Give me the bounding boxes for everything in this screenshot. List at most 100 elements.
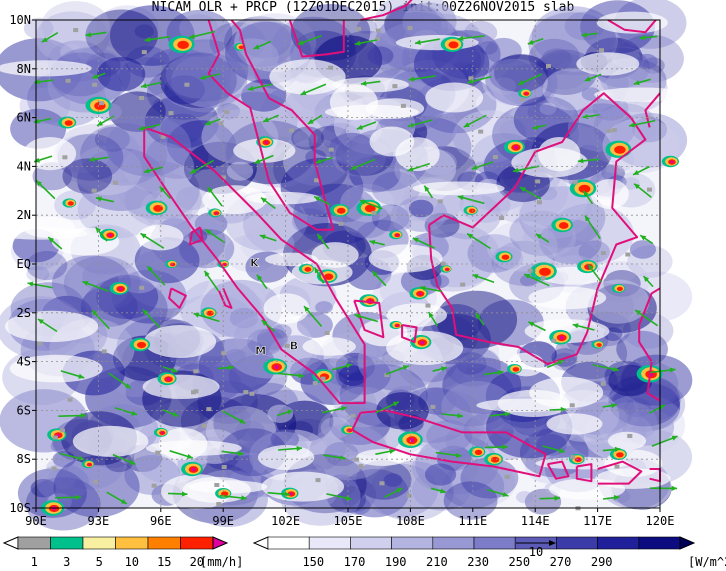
lat-tick-label: 6S [17, 403, 31, 417]
wind-arrow-head [441, 366, 447, 372]
precip-speck [37, 341, 43, 346]
wind-arrow-head [298, 40, 304, 45]
olr-clear-area [425, 82, 484, 113]
olr-blob [108, 91, 166, 132]
wind-arrow-head [300, 90, 307, 96]
wind-arrow [414, 38, 440, 45]
wind-arrow [112, 453, 136, 466]
wind-arrow [169, 450, 194, 459]
wind-arrow-head [85, 32, 92, 38]
place-marker-m: M [255, 344, 266, 357]
wind-arrow [412, 237, 435, 249]
olr-blob [516, 491, 534, 504]
precip-speck [73, 28, 79, 33]
precip-speck [425, 303, 431, 308]
olr-blob [175, 186, 210, 211]
olr-blob [567, 103, 636, 152]
precip-speck [221, 465, 227, 469]
wind-arrow-head [124, 383, 131, 389]
wind-arrow [138, 123, 161, 131]
precip-cell [161, 431, 164, 435]
precip-speck [614, 464, 620, 469]
wind-arrow [297, 34, 322, 46]
coastlines [143, 0, 661, 485]
precip-cell [223, 263, 226, 266]
precip-cell [238, 45, 244, 50]
lat-tick-label: 6N [17, 111, 31, 125]
lon-tick-label: 111E [458, 514, 487, 528]
wind-arrow-head [419, 285, 426, 291]
wind-arrow [602, 403, 618, 409]
wind-arrow [144, 35, 170, 43]
wind-arrow [37, 318, 58, 333]
olr-blob [396, 195, 448, 232]
wind-arrow-head [614, 446, 621, 452]
wind-arrow [651, 435, 678, 447]
precip-speck [519, 97, 525, 102]
wind-arrow [639, 35, 658, 41]
wind-arrow-head [171, 367, 178, 373]
wind-arrow [587, 263, 603, 283]
lon-tick-label: 102E [271, 514, 300, 528]
precip-cell [446, 268, 449, 271]
wind-arrow [278, 372, 305, 379]
wind-arrow-head [475, 312, 481, 319]
vector-scale: 10 [516, 540, 556, 559]
wind-arrow [95, 196, 114, 203]
olr-colorbar-swatch [432, 536, 475, 550]
precip-cell [616, 286, 623, 291]
olr-blob [94, 126, 130, 152]
olr-blob [104, 452, 134, 473]
wind-arrow-head [189, 33, 195, 39]
olr-clear-area [537, 137, 581, 172]
olr-blob [72, 145, 143, 196]
olr-blob [443, 481, 498, 520]
wind-arrow [307, 114, 323, 125]
olr-blob [105, 115, 191, 177]
wind-arrow [108, 372, 132, 390]
wind-arrow-head [359, 199, 366, 205]
wind-arrow-head [463, 122, 470, 128]
wind-arrow-head [190, 168, 197, 174]
wind-arrow [430, 487, 447, 494]
wind-arrow-head [82, 281, 89, 286]
precip-colorbar-swatch [115, 536, 149, 550]
precip-colorbar-swatch [82, 536, 116, 550]
lon-tick-label: 93E [88, 514, 110, 528]
olr-blob [601, 164, 625, 182]
wind-arrow [219, 494, 247, 501]
belitung-coast [401, 324, 418, 344]
island-coast [168, 287, 187, 309]
olr-clear-area [528, 286, 607, 310]
olr-colorbar-label: 190 [385, 555, 407, 569]
precip-speck [62, 155, 68, 160]
precip-cell [348, 429, 351, 432]
wind-arrow [483, 369, 504, 376]
wind-arrow-head [583, 190, 589, 197]
malay-peninsula-coast [207, 19, 335, 231]
olr-blob [224, 234, 278, 273]
wind-arrow [633, 183, 652, 199]
olr-blob [77, 181, 158, 239]
wind-arrow-head [92, 73, 99, 79]
olr-blob [238, 21, 292, 59]
precip-cells [37, 26, 680, 516]
precip-speck [358, 464, 364, 469]
olr-blob [117, 161, 200, 220]
precip-speck [468, 76, 474, 81]
olr-blob [383, 473, 403, 487]
wind-arrow [542, 445, 566, 454]
precip-colorbar-label: 1 [31, 555, 38, 569]
olr-blob [0, 389, 89, 453]
wind-arrow [276, 409, 294, 417]
lon-tick-label: 108E [396, 514, 425, 528]
precip-cell [336, 207, 346, 214]
precip-speck [320, 376, 326, 381]
wind-arrow-head [428, 312, 434, 318]
lon-tick-label: 105E [334, 514, 363, 528]
olr-blob [85, 9, 158, 62]
wind-arrow-head [581, 32, 587, 38]
wind-arrow [359, 199, 383, 210]
wind-arrow-head [144, 37, 151, 43]
wind-arrow-head [669, 367, 676, 373]
